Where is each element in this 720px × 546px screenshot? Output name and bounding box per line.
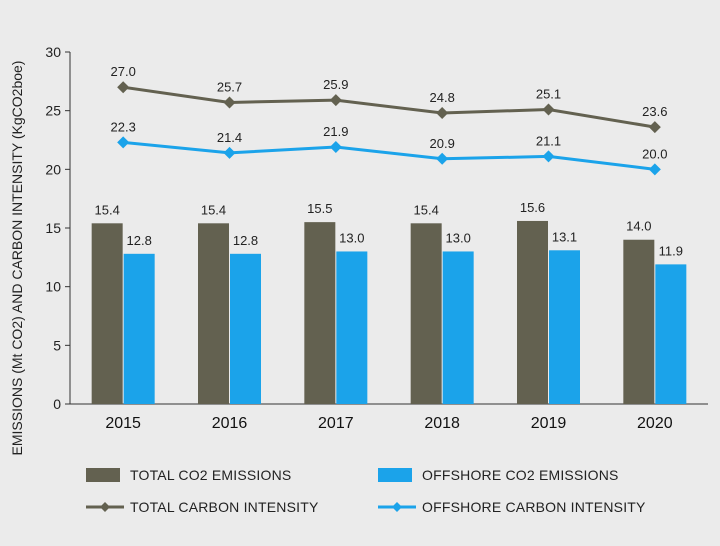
x-tick-label: 2019 xyxy=(531,415,567,432)
bar-total-co2 xyxy=(198,223,229,404)
legend-label: TOTAL CO2 EMISSIONS xyxy=(130,467,291,483)
bar-offshore-co2 xyxy=(230,253,261,404)
bar-total-co2 xyxy=(410,223,442,404)
bar-offshore-co2 xyxy=(655,264,687,404)
line-data-label: 25.1 xyxy=(536,86,561,101)
bar-data-label: 12.8 xyxy=(233,233,258,248)
legend-label: OFFSHORE CO2 EMISSIONS xyxy=(422,467,619,483)
line-data-label: 25.7 xyxy=(217,79,242,94)
bar-data-label: 13.0 xyxy=(446,230,471,245)
line-data-label: 22.3 xyxy=(111,119,136,134)
bar-data-label: 15.6 xyxy=(520,200,545,215)
bar-data-label: 12.8 xyxy=(127,233,152,248)
legend-swatch-marker xyxy=(100,502,110,512)
legend-label: TOTAL CARBON INTENSITY xyxy=(130,499,319,515)
bar-data-label: 11.9 xyxy=(659,243,683,258)
x-tick-label: 2017 xyxy=(318,415,354,432)
y-tick-label: 10 xyxy=(45,279,61,295)
x-tick-label: 2015 xyxy=(105,415,141,432)
bar-data-label: 14.0 xyxy=(626,219,651,234)
line-data-label: 27.0 xyxy=(111,64,136,79)
line-point-marker xyxy=(117,81,130,94)
bar-offshore-co2 xyxy=(549,250,580,404)
y-tick-label: 25 xyxy=(45,103,61,119)
line-data-label: 23.6 xyxy=(642,104,667,119)
line-data-label: 25.9 xyxy=(323,77,348,92)
line-point-marker xyxy=(223,146,236,159)
y-tick-label: 15 xyxy=(45,220,61,236)
legend-swatch-marker xyxy=(392,502,402,512)
line-point-marker xyxy=(436,107,449,120)
line-point-marker xyxy=(542,103,555,116)
line-point-marker xyxy=(117,136,130,149)
line-data-label: 21.1 xyxy=(536,133,561,148)
bar-data-label: 15.4 xyxy=(201,202,226,217)
line-point-marker xyxy=(542,150,555,163)
line-data-label: 21.9 xyxy=(323,124,348,139)
line-data-label: 20.0 xyxy=(642,146,667,161)
line-point-marker xyxy=(648,163,661,176)
bar-total-co2 xyxy=(91,223,123,404)
line-data-label: 21.4 xyxy=(217,130,242,145)
legend-swatch-bar xyxy=(86,468,120,482)
line-point-marker xyxy=(223,96,236,109)
bar-total-co2 xyxy=(517,220,548,404)
line-data-label: 20.9 xyxy=(430,136,455,151)
bar-data-label: 15.4 xyxy=(95,202,120,217)
x-tick-label: 2016 xyxy=(212,415,248,432)
y-tick-label: 30 xyxy=(45,44,61,60)
bar-offshore-co2 xyxy=(442,251,474,404)
legend-swatch-bar xyxy=(378,468,412,482)
line-total-carbon-intensity xyxy=(122,85,656,129)
line-point-marker xyxy=(436,152,449,165)
line-point-marker xyxy=(648,121,661,134)
line-data-label: 24.8 xyxy=(430,90,455,105)
x-tick-label: 2018 xyxy=(424,415,460,432)
bar-data-label: 15.4 xyxy=(414,202,439,217)
line-point-marker xyxy=(329,94,342,107)
bar-total-co2 xyxy=(623,239,655,404)
y-tick-label: 0 xyxy=(53,396,61,412)
line-point-marker xyxy=(329,141,342,154)
legend: TOTAL CO2 EMISSIONS OFFSHORE CO2 EMISSION… xyxy=(86,467,646,515)
bar-data-label: 13.0 xyxy=(339,230,364,245)
bar-offshore-co2 xyxy=(123,253,155,404)
bar-offshore-co2 xyxy=(336,251,368,404)
y-tick-label: 5 xyxy=(53,337,61,353)
bar-data-label: 13.1 xyxy=(552,229,577,244)
y-tick-label: 20 xyxy=(45,161,61,177)
line-offshore-carbon-intensity xyxy=(123,140,656,171)
plot-area: 0 5 10 15 20 25 30 2015 2016 2017 2018 2019 2020 15.4… xyxy=(45,44,708,432)
y-axis-title: EMISSIONS (Mt CO2) AND CARBON INTENSITY … xyxy=(9,61,25,456)
legend-label: OFFSHORE CARBON INTENSITY xyxy=(422,499,646,515)
x-tick-label: 2020 xyxy=(637,415,673,432)
bar-total-co2 xyxy=(304,222,336,404)
bar-data-label: 15.5 xyxy=(307,201,332,216)
